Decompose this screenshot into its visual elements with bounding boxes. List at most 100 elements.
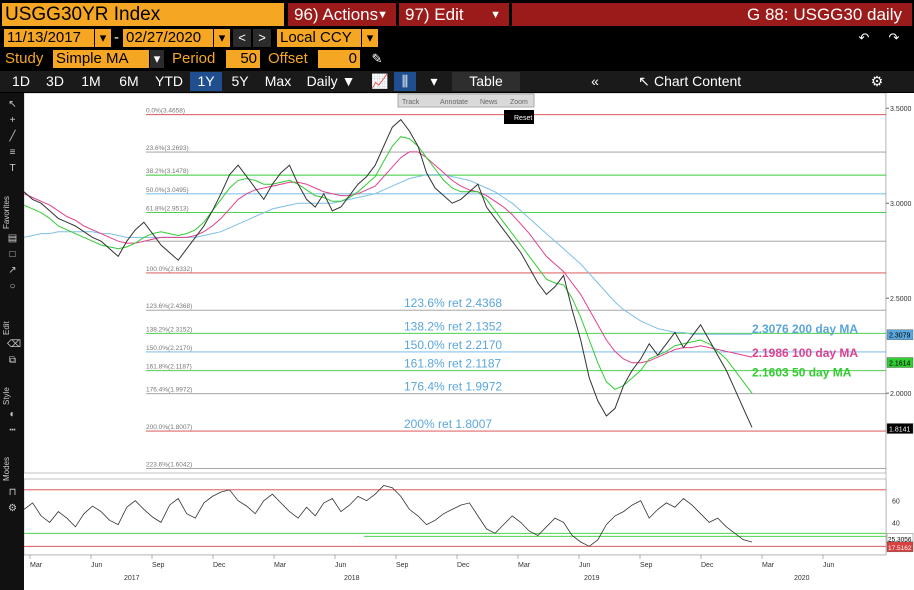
news-tool[interactable]: News <box>480 99 498 106</box>
rsi-tag <box>886 541 914 553</box>
gear-icon[interactable]: ⚙ <box>8 503 17 514</box>
study-label: Study <box>5 50 44 67</box>
next-arrow-icon[interactable]: > <box>253 29 271 47</box>
line-style-icon[interactable]: ┅ <box>9 425 16 436</box>
edit-menu-button[interactable]: 97) Edit ▼ <box>399 3 509 26</box>
circle-tool-icon[interactable]: ○ <box>9 281 16 292</box>
copy-icon[interactable]: ⧉ <box>8 355 17 366</box>
ruler-icon[interactable]: ▤ <box>7 233 18 244</box>
arrow-tool-icon[interactable]: ↗ <box>8 265 17 276</box>
redo-icon[interactable]: ↷ <box>882 29 906 47</box>
y-tick-label: 2.5000 <box>890 296 912 303</box>
x-year-label: 2018 <box>344 575 360 582</box>
track-tool[interactable]: Track <box>402 99 420 106</box>
shape-tool-icon[interactable]: □ <box>9 249 16 260</box>
eraser-icon[interactable]: ⌫ <box>7 339 22 350</box>
price-tag-label: 2.3079 <box>889 333 911 340</box>
offset-label: Offset <box>268 50 308 67</box>
chart-tools-bar: Track Annotate News Zoom Reset <box>397 93 535 124</box>
fib-label: 138.2%(2.3152) <box>146 326 192 333</box>
x-month-label: Mar <box>518 562 531 569</box>
calendar-dropdown-icon[interactable]: ▾ <box>95 29 111 47</box>
price-tag <box>886 423 914 434</box>
period-3d-button[interactable]: 3D <box>46 73 64 89</box>
x-month-label: Jun <box>823 562 834 569</box>
chevron-down-icon[interactable]: ▾ <box>430 73 438 89</box>
fib-label: 200.0%(1.8007) <box>146 424 192 431</box>
x-month-label: Jun <box>335 562 346 569</box>
line-chart-icon[interactable]: 📈 <box>371 73 389 89</box>
period-6m-button[interactable]: 6M <box>119 73 139 89</box>
gear-icon[interactable]: ⚙ <box>870 73 884 89</box>
x-month-label: Sep <box>396 562 409 569</box>
text-tool-icon[interactable]: T <box>9 163 16 174</box>
ma-label: 2.3076 200 day MA <box>752 322 858 336</box>
period-1y-button[interactable]: 1Y <box>190 72 222 91</box>
fib-label: 23.6%(3.2693) <box>146 145 189 152</box>
chevron-down-icon[interactable]: ▾ <box>150 50 164 68</box>
y-axis: 3.5000 3.0000 2.5000 2.0000 2.3079 2.1614 1.81… <box>885 93 914 555</box>
cursor-icon[interactable]: ↖ <box>8 99 17 110</box>
period-max-button[interactable]: Max <box>264 73 292 89</box>
zoom-tool[interactable]: Zoom <box>510 99 528 106</box>
crosshair-icon[interactable]: + <box>9 115 16 126</box>
price-tag-label: 2.1614 <box>889 361 911 368</box>
collapse-left-icon[interactable]: « <box>591 73 599 89</box>
x-month-label: Dec <box>457 562 470 569</box>
period-1d-button[interactable]: 1D <box>12 73 30 89</box>
price-chart: 0.0%(3.4658) 23.6%(3.2693) 38.2%(3.1478) 50… <box>23 92 914 590</box>
x-year-label: 2017 <box>124 575 140 582</box>
chevron-down-icon[interactable]: ▾ <box>362 29 378 47</box>
start-date-field[interactable]: 11/13/2017 <box>4 29 94 47</box>
line-tool-icon[interactable]: ╱ <box>9 131 16 142</box>
fib-label: 0.0%(3.4658) <box>146 108 185 115</box>
chart-content-button[interactable]: Chart Content <box>654 73 742 89</box>
title-bar: USGG30YR Index 96) Actions ▼ 97) Edit ▼ … <box>0 0 914 28</box>
frequency-select[interactable]: Daily ▼ <box>306 73 356 89</box>
actions-menu-button[interactable]: 96) Actions ▼ <box>288 3 396 26</box>
fib-label: 150.0%(2.2170) <box>146 345 192 352</box>
period-input[interactable]: 50 <box>226 50 260 68</box>
color-icon[interactable]: ◐ <box>9 409 16 420</box>
x-month-label: Sep <box>640 562 653 569</box>
rsi-line <box>23 485 753 547</box>
pencil-icon[interactable]: ✎ <box>368 50 386 68</box>
period-toolbar: 1D 3D 1M 6M YTD 1Y 5Y Max Daily ▼ 📈 ⫼ ▾ … <box>0 71 914 92</box>
ma50-line <box>23 136 753 394</box>
ticker-field[interactable]: USGG30YR Index <box>2 3 284 26</box>
magnet-icon[interactable]: ⊓ <box>8 487 17 498</box>
chevron-down-icon: ▼ <box>490 9 501 21</box>
table-button[interactable]: Table <box>452 72 520 91</box>
x-month-label: Dec <box>213 562 226 569</box>
currency-field[interactable]: Local CCY <box>277 29 361 47</box>
reset-button[interactable]: Reset <box>514 115 532 122</box>
calendar-dropdown-icon[interactable]: ▾ <box>214 29 230 47</box>
retracement-annotation: 123.6% ret 2.4368 <box>404 296 502 310</box>
period-label: Period <box>172 50 216 67</box>
period-5y-button[interactable]: 5Y <box>231 73 249 89</box>
fib-tool-icon[interactable]: ≡ <box>9 147 16 158</box>
date-separator: - <box>114 29 119 46</box>
annotations: 123.6% ret 2.4368 138.2% ret 2.1352 150.0%… <box>404 296 858 431</box>
retracement-annotation: 200% ret 1.8007 <box>404 417 492 431</box>
fib-label: 50.0%(3.0495) <box>146 187 189 194</box>
x-year-label: 2020 <box>794 575 810 582</box>
price-tag <box>886 357 914 368</box>
undo-icon[interactable]: ↶ <box>852 29 876 47</box>
x-month-label: Mar <box>30 562 43 569</box>
rsi-tick-label: 40 <box>892 520 900 527</box>
edit-label: Edit <box>2 321 11 335</box>
offset-input[interactable]: 0 <box>318 50 360 68</box>
study-select[interactable]: Simple MA <box>53 50 149 68</box>
annotate-tool[interactable]: Annotate <box>440 99 468 106</box>
actions-label: 96) Actions <box>294 5 379 24</box>
period-ytd-button[interactable]: YTD <box>155 73 183 89</box>
fib-label: 176.4%(1.9972) <box>146 387 192 394</box>
prev-arrow-icon[interactable]: < <box>233 29 251 47</box>
ma100-line <box>23 151 753 364</box>
end-date-field[interactable]: 02/27/2020 <box>123 29 213 47</box>
candle-chart-icon[interactable]: ⫼ <box>394 72 416 91</box>
modes-label: Modes <box>2 456 11 481</box>
chart-area[interactable]: 0.0%(3.4658) 23.6%(3.2693) 38.2%(3.1478) 50… <box>23 92 914 590</box>
period-1m-button[interactable]: 1M <box>81 73 101 89</box>
